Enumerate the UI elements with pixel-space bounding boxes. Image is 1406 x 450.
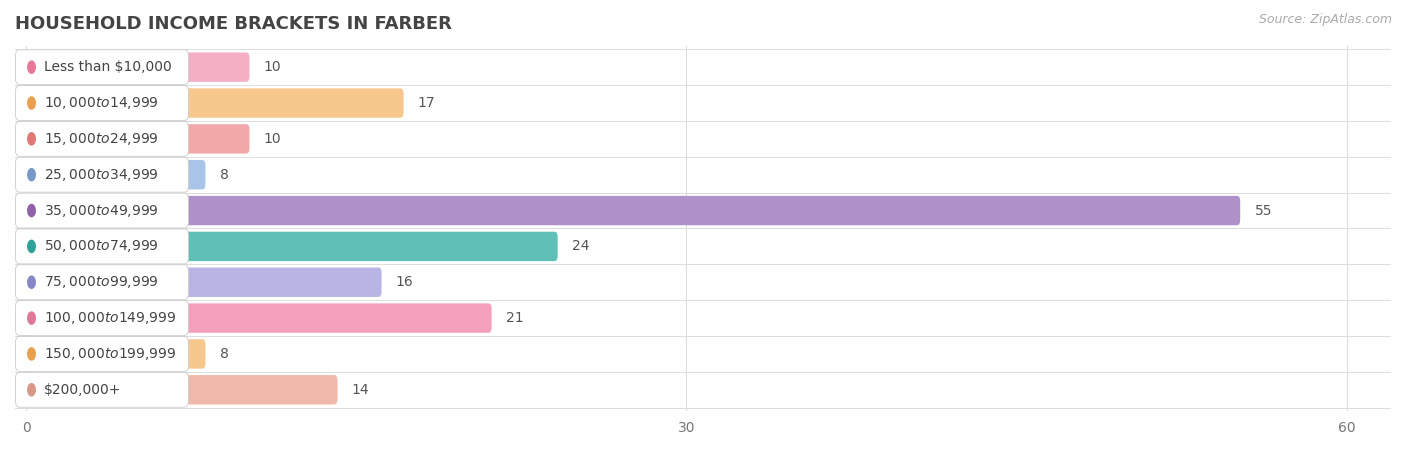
Text: HOUSEHOLD INCOME BRACKETS IN FARBER: HOUSEHOLD INCOME BRACKETS IN FARBER	[15, 15, 451, 33]
Text: $200,000+: $200,000+	[44, 383, 121, 397]
Circle shape	[28, 133, 35, 145]
Circle shape	[28, 384, 35, 396]
Text: 8: 8	[219, 347, 229, 361]
Text: 55: 55	[1254, 203, 1272, 217]
Circle shape	[28, 312, 35, 324]
Circle shape	[28, 240, 35, 252]
Text: $150,000 to $199,999: $150,000 to $199,999	[44, 346, 176, 362]
Circle shape	[28, 97, 35, 109]
FancyBboxPatch shape	[15, 86, 188, 121]
FancyBboxPatch shape	[22, 232, 558, 261]
Text: 8: 8	[219, 168, 229, 182]
Circle shape	[28, 204, 35, 216]
Text: 17: 17	[418, 96, 436, 110]
FancyBboxPatch shape	[15, 157, 188, 192]
FancyBboxPatch shape	[22, 339, 205, 369]
FancyBboxPatch shape	[15, 229, 188, 264]
Circle shape	[28, 61, 35, 73]
Text: $100,000 to $149,999: $100,000 to $149,999	[44, 310, 176, 326]
FancyBboxPatch shape	[15, 50, 188, 85]
FancyBboxPatch shape	[22, 88, 404, 118]
FancyBboxPatch shape	[15, 265, 188, 300]
FancyBboxPatch shape	[22, 160, 205, 189]
Text: $25,000 to $34,999: $25,000 to $34,999	[44, 166, 159, 183]
FancyBboxPatch shape	[15, 372, 188, 407]
Circle shape	[28, 348, 35, 360]
Circle shape	[28, 276, 35, 288]
Circle shape	[28, 169, 35, 181]
Text: $50,000 to $74,999: $50,000 to $74,999	[44, 238, 159, 254]
Text: $75,000 to $99,999: $75,000 to $99,999	[44, 274, 159, 290]
FancyBboxPatch shape	[22, 53, 249, 82]
FancyBboxPatch shape	[15, 337, 188, 371]
Text: 10: 10	[264, 132, 281, 146]
FancyBboxPatch shape	[22, 268, 381, 297]
Text: $10,000 to $14,999: $10,000 to $14,999	[44, 95, 159, 111]
Text: Source: ZipAtlas.com: Source: ZipAtlas.com	[1258, 14, 1392, 27]
FancyBboxPatch shape	[15, 301, 188, 336]
Text: 14: 14	[352, 383, 370, 397]
FancyBboxPatch shape	[22, 124, 249, 153]
Text: 21: 21	[506, 311, 523, 325]
FancyBboxPatch shape	[22, 196, 1240, 225]
Text: Less than $10,000: Less than $10,000	[44, 60, 172, 74]
FancyBboxPatch shape	[15, 193, 188, 228]
Text: $35,000 to $49,999: $35,000 to $49,999	[44, 202, 159, 219]
FancyBboxPatch shape	[22, 303, 492, 333]
FancyBboxPatch shape	[22, 375, 337, 405]
FancyBboxPatch shape	[15, 122, 188, 156]
Text: 24: 24	[572, 239, 589, 253]
Text: 10: 10	[264, 60, 281, 74]
Text: 16: 16	[396, 275, 413, 289]
Text: $15,000 to $24,999: $15,000 to $24,999	[44, 131, 159, 147]
